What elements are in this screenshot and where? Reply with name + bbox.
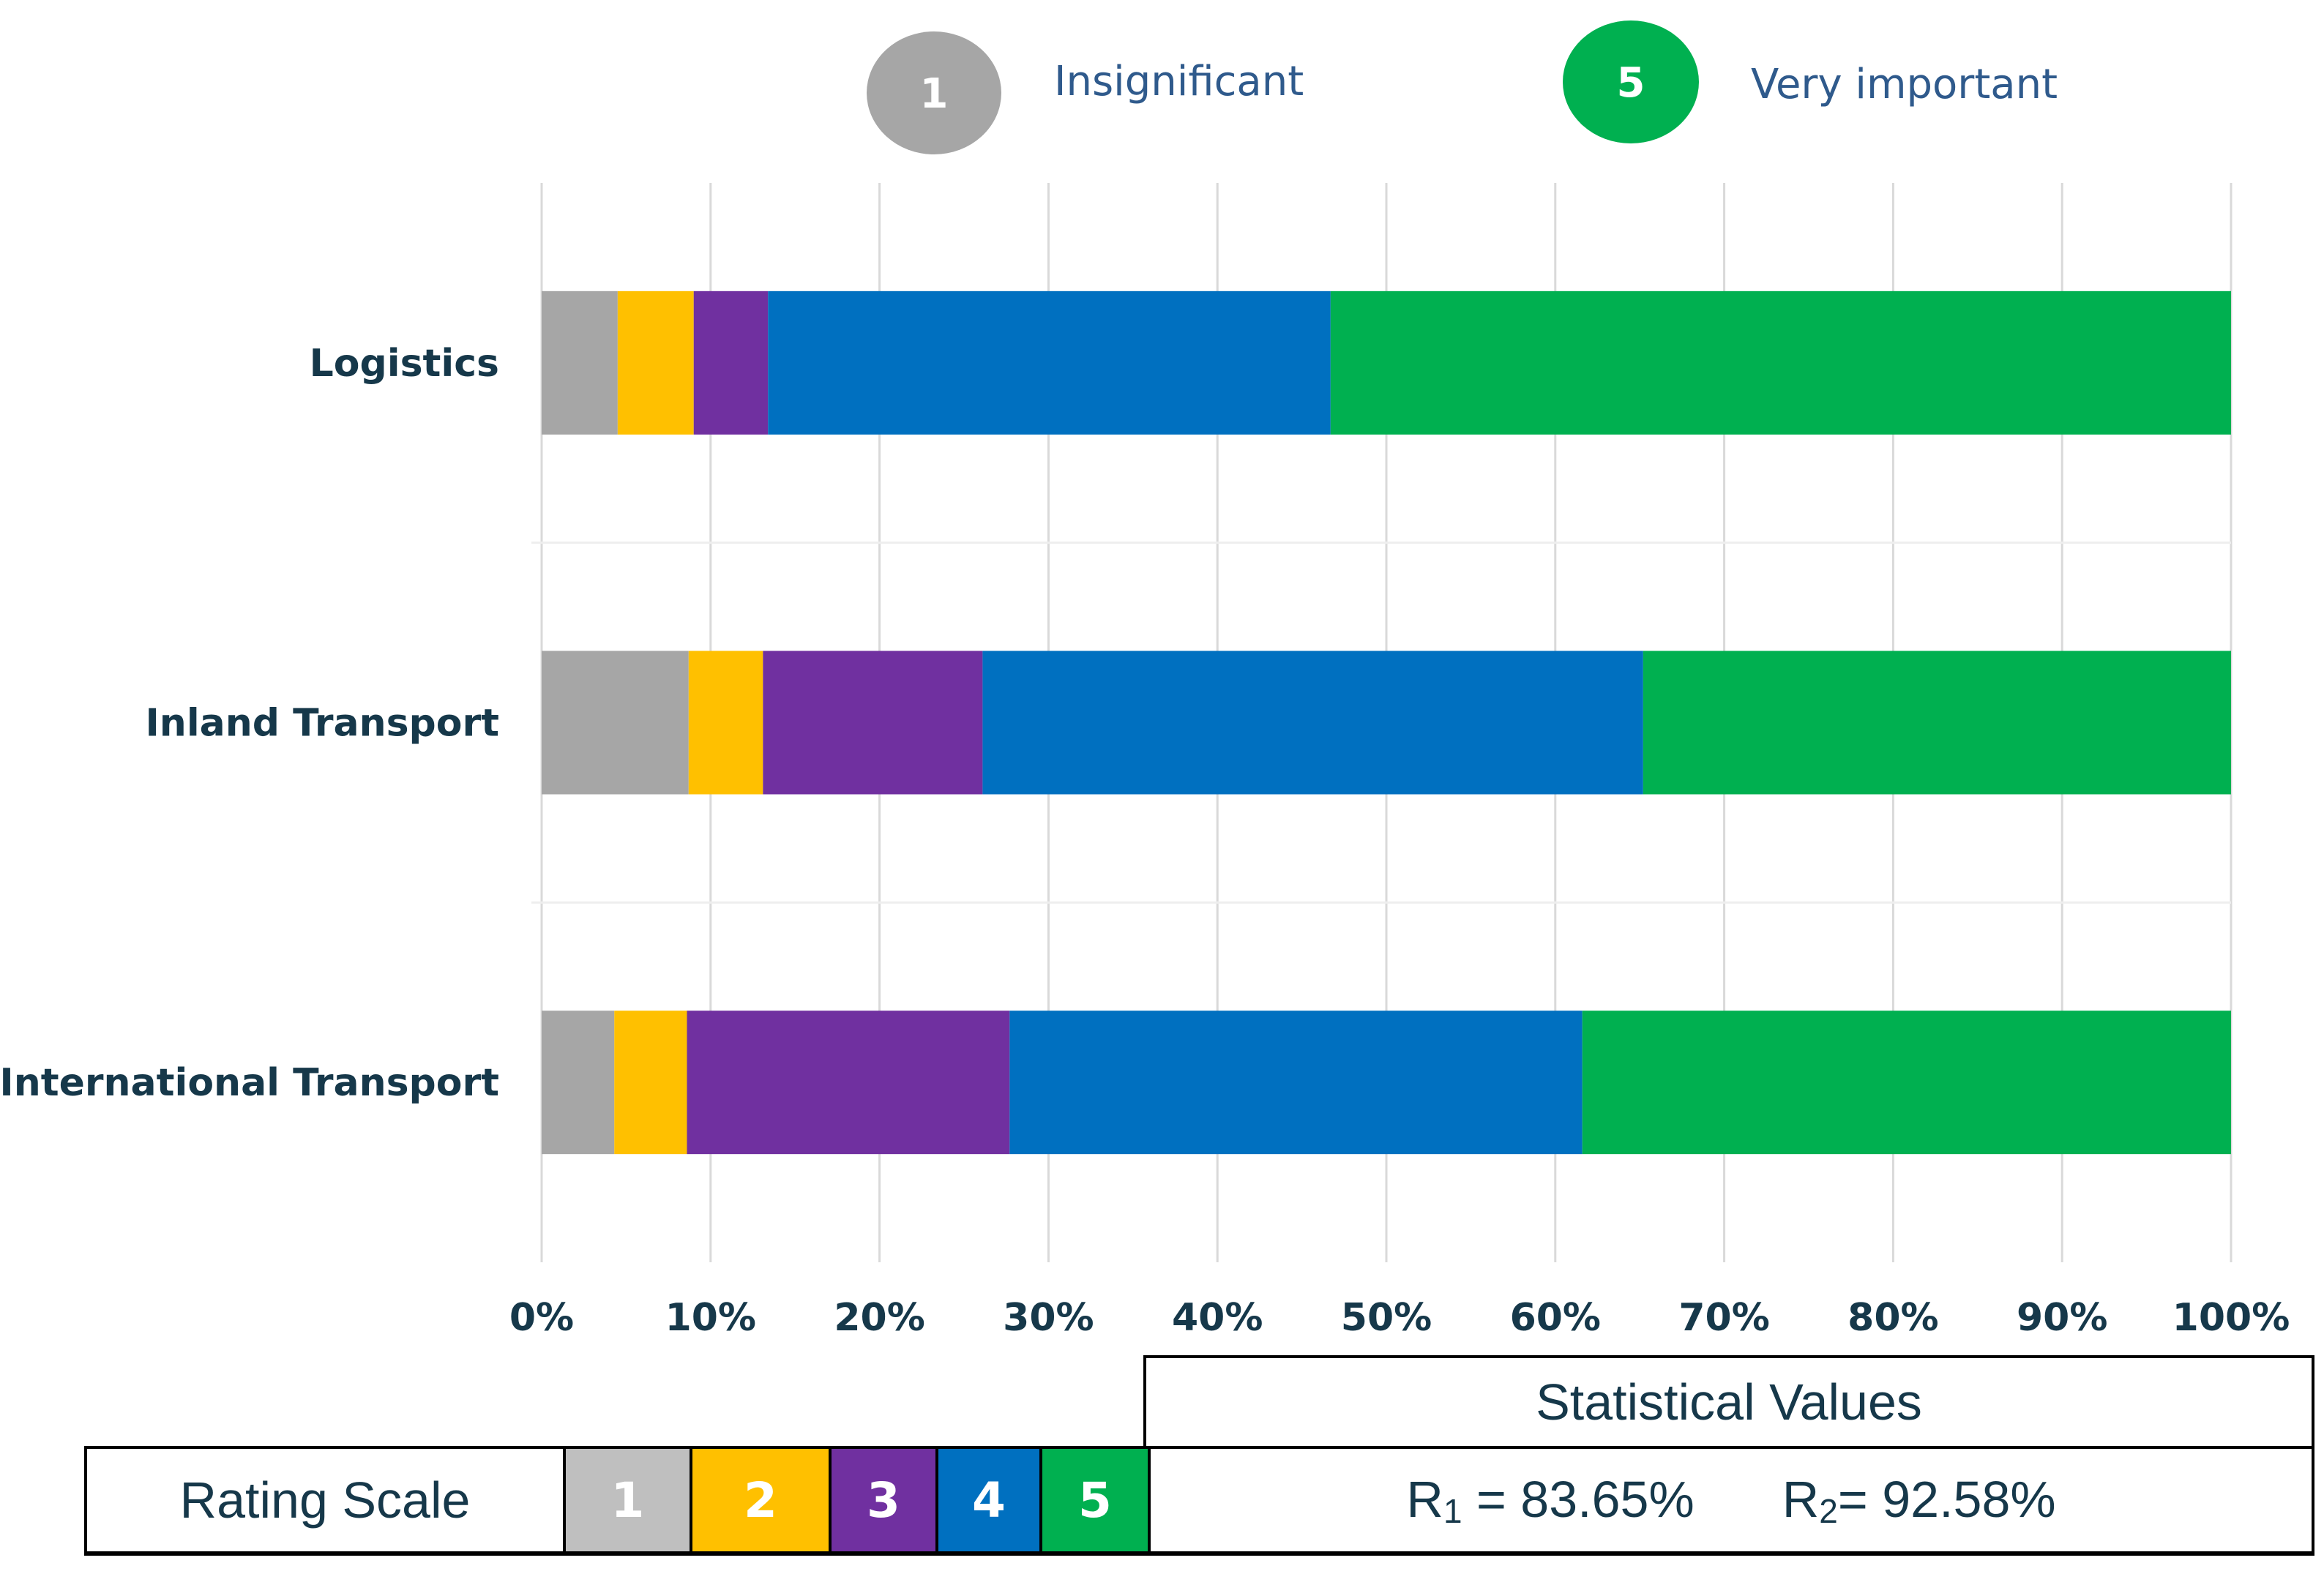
statistical-values-title: Statistical Values (1536, 1373, 1922, 1431)
legend-marker-low (867, 31, 1001, 154)
rating-swatch-3: 3 (832, 1449, 938, 1551)
x-tick-label: 70% (1678, 1296, 1769, 1340)
rating-swatch-5: 5 (1042, 1449, 1151, 1551)
bars (542, 291, 2231, 1155)
bar-international-transport-rating-1 (542, 1011, 615, 1155)
legend: 1 Insignificant 5 Very important (867, 20, 2058, 154)
x-tick-label: 50% (1341, 1296, 1432, 1340)
rating-swatch-1: 1 (566, 1449, 692, 1551)
category-label: Inland Transport (145, 702, 499, 746)
bar-logistics-rating-5 (1330, 291, 2231, 435)
bar-inland-transport-rating-2 (688, 651, 763, 795)
x-tick-label: 100% (2172, 1296, 2290, 1340)
category-labels: Logistics Inland Transport International T… (0, 342, 499, 1105)
bar-inland-transport-rating-1 (542, 651, 689, 795)
bar-inland-transport-rating-5 (1643, 651, 2231, 795)
category-label: Logistics (310, 342, 499, 386)
x-axis-ticks: 0% 10% 20% 30% 40% 50% 60% 70% 80% 90% 100% (509, 1296, 2290, 1340)
bar-inland-transport-rating-3 (763, 651, 983, 795)
r2-value: R2= 92.58% (1782, 1470, 2056, 1530)
rating-swatch-4: 4 (938, 1449, 1042, 1551)
rating-scale-row: Rating Scale 1 2 3 4 5 R1 = 83.65% R2= 9… (84, 1446, 2314, 1556)
r1-value: R1 = 83.65% (1406, 1470, 1695, 1530)
x-tick-label: 40% (1172, 1296, 1263, 1340)
rating-swatch-2: 2 (692, 1449, 832, 1551)
bar-international-transport-rating-5 (1582, 1011, 2231, 1155)
category-label: International Transport (0, 1061, 499, 1105)
rating-scale-title: Rating Scale (87, 1449, 566, 1551)
statistical-values-header: Statistical Values (1143, 1355, 2314, 1449)
x-tick-label: 30% (1003, 1296, 1094, 1340)
statistical-values: R1 = 83.65% R2= 92.58% (1151, 1449, 2312, 1551)
legend-label-high: Very important (1751, 61, 2058, 108)
bar-international-transport-rating-3 (687, 1011, 1010, 1155)
x-tick-label: 90% (2017, 1296, 2107, 1340)
x-tick-label: 80% (1847, 1296, 1938, 1340)
bar-logistics-rating-4 (768, 291, 1331, 435)
x-tick-label: 20% (834, 1296, 924, 1340)
legend-marker-high (1563, 20, 1699, 143)
bar-international-transport-rating-2 (614, 1011, 687, 1155)
x-tick-label: 10% (665, 1296, 756, 1340)
x-tick-label: 60% (1510, 1296, 1601, 1340)
bar-international-transport-rating-4 (1009, 1011, 1583, 1155)
legend-marker-high-number: 5 (1617, 59, 1645, 107)
legend-marker-low-number: 1 (920, 70, 949, 118)
bar-logistics-rating-2 (617, 291, 694, 435)
bar-logistics-rating-1 (542, 291, 618, 435)
bar-logistics-rating-3 (693, 291, 769, 435)
legend-label-low: Insignificant (1054, 58, 1304, 105)
bar-inland-transport-rating-4 (982, 651, 1643, 795)
x-tick-label: 0% (509, 1296, 574, 1340)
